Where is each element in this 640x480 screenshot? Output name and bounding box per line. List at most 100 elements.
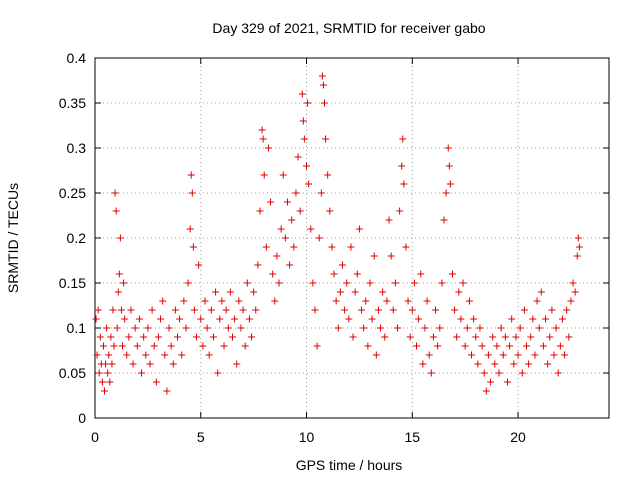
data-point (520, 306, 528, 314)
data-point (355, 225, 363, 233)
data-point (438, 279, 446, 287)
data-point (377, 324, 385, 332)
data-point (512, 333, 520, 341)
data-point (442, 189, 450, 197)
data-point (109, 306, 117, 314)
data-point (117, 306, 125, 314)
data-point (165, 324, 173, 332)
data-point (472, 333, 480, 341)
data-point (444, 144, 452, 152)
data-point (292, 189, 300, 197)
data-point (508, 315, 516, 323)
data-point (440, 216, 448, 224)
data-point (290, 243, 298, 251)
data-point (176, 315, 184, 323)
data-point (575, 243, 583, 251)
data-point (152, 378, 160, 386)
data-point (457, 315, 465, 323)
data-point (313, 342, 321, 350)
data-point (309, 279, 317, 287)
data-point (432, 306, 440, 314)
data-point (226, 288, 234, 296)
data-point (400, 180, 408, 188)
data-point (345, 315, 353, 323)
data-point (107, 333, 115, 341)
data-point (184, 279, 192, 287)
data-point (118, 342, 126, 350)
x-tick-label: 5 (197, 429, 205, 445)
data-point (288, 216, 296, 224)
data-point (131, 324, 139, 332)
data-point (372, 351, 380, 359)
data-point (275, 279, 283, 287)
data-point (296, 207, 304, 215)
data-point (506, 342, 514, 350)
data-point (565, 333, 573, 341)
data-point (478, 342, 486, 350)
data-point (277, 225, 285, 233)
data-point (95, 369, 103, 377)
x-tick-label: 20 (510, 429, 526, 445)
data-point (273, 252, 281, 260)
data-point (465, 297, 473, 305)
data-point (264, 144, 272, 152)
y-tick-label: 0.35 (59, 95, 86, 111)
data-point (188, 189, 196, 197)
data-point (396, 207, 404, 215)
data-point (523, 342, 531, 350)
data-point (429, 333, 437, 341)
data-point (445, 162, 453, 170)
data-point (374, 306, 382, 314)
data-point (574, 234, 582, 242)
data-point (343, 279, 351, 287)
data-point (399, 135, 407, 143)
data-point (267, 198, 275, 206)
data-point (330, 270, 338, 278)
data-point (366, 279, 374, 287)
data-point (391, 279, 399, 287)
data-point (408, 306, 416, 314)
data-point (258, 126, 266, 134)
data-point (567, 297, 575, 305)
data-point (550, 351, 558, 359)
data-point (163, 387, 171, 395)
y-tick-label: 0.4 (67, 50, 87, 66)
data-point (231, 315, 239, 323)
data-point (133, 342, 141, 350)
data-point (385, 216, 393, 224)
y-tick-label: 0.2 (67, 230, 87, 246)
data-point (148, 306, 156, 314)
data-point (510, 360, 518, 368)
data-point (455, 288, 463, 296)
data-point (417, 270, 425, 278)
y-tick-label: 0.3 (67, 140, 87, 156)
data-point (573, 252, 581, 260)
data-point (207, 306, 215, 314)
data-point (542, 315, 550, 323)
data-point (501, 333, 509, 341)
data-point (503, 378, 511, 386)
data-point (169, 360, 177, 368)
data-point (220, 342, 228, 350)
data-point (224, 324, 232, 332)
data-point (157, 315, 165, 323)
data-point (195, 261, 203, 269)
data-point (304, 99, 312, 107)
y-tick-label: 0.15 (59, 275, 86, 291)
data-point (190, 306, 198, 314)
data-point (299, 117, 307, 125)
data-point (364, 342, 372, 350)
data-point (319, 81, 327, 89)
data-point (427, 369, 435, 377)
data-point (491, 360, 499, 368)
data-point (127, 306, 135, 314)
data-point (554, 369, 562, 377)
x-tick-label: 0 (91, 429, 99, 445)
y-tick-label: 0.05 (59, 365, 86, 381)
y-tick-label: 0 (78, 410, 86, 426)
data-point (197, 315, 205, 323)
data-point (167, 342, 175, 350)
data-point (279, 171, 287, 179)
data-point (120, 279, 128, 287)
data-point (250, 288, 258, 296)
